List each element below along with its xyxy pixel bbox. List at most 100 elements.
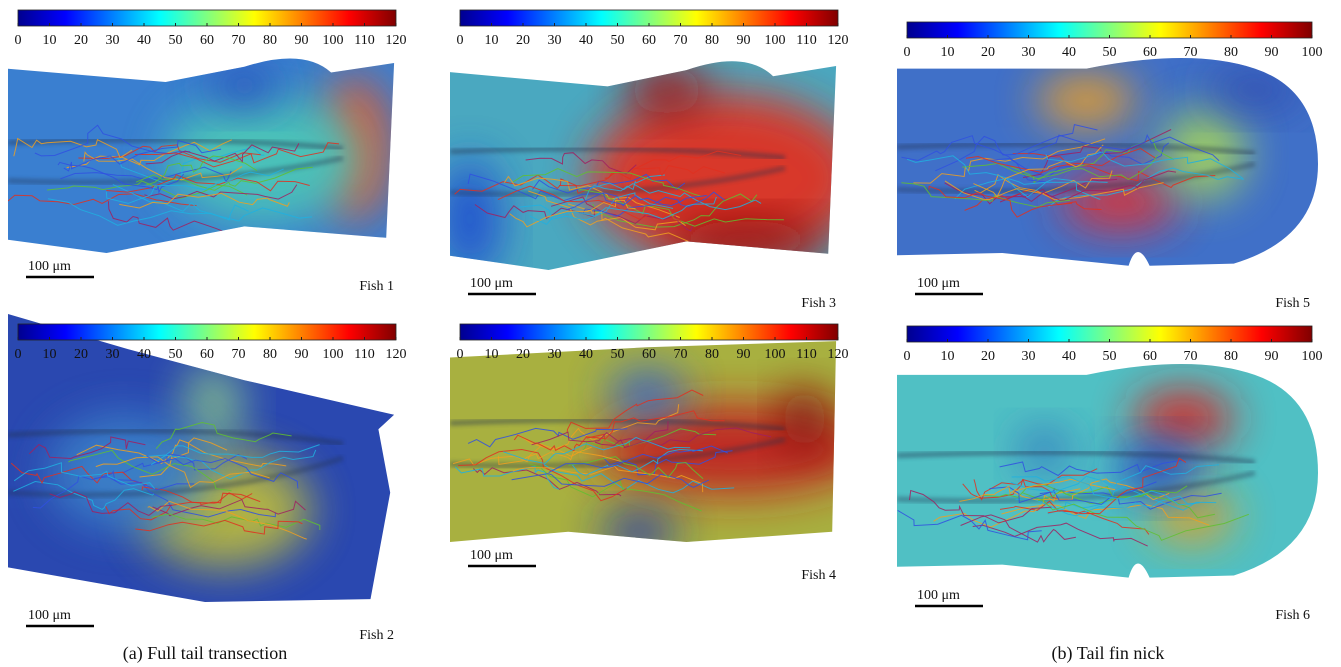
colorbar-tick-label: 100 [765,33,786,48]
colorbar-tick-label: 0 [457,347,464,362]
heat-spot [1036,75,1137,126]
figure: (a) Full tail transection (b) Tail fin n… [0,0,1341,667]
colorbar-tick-label: 100 [1302,349,1323,364]
fish-label: Fish 4 [801,568,836,583]
colorbar-tick-label: 120 [386,347,407,362]
colorbar-tick-label: 70 [1184,45,1198,60]
heat-spot [608,370,687,419]
colorbar-tick-label: 50 [611,33,625,48]
heat-spot [205,63,284,109]
colorbar-tick-label: 40 [137,33,151,48]
colorbar-tick-label: 40 [137,347,151,362]
colorbar-tick-label: 20 [981,349,995,364]
colorbar-tick-label: 120 [828,33,849,48]
colorbar-tick-label: 10 [485,33,499,48]
colorbar-tick-label: 90 [737,33,751,48]
colorbar-tick-label: 60 [642,347,656,362]
colorbar-tick-label: 120 [386,33,407,48]
fish-label: Fish 6 [1275,608,1310,623]
colorbar-tick-label: 90 [295,347,309,362]
colorbar-tick-label: 0 [457,33,464,48]
colorbar-tick-label: 0 [904,349,911,364]
colorbar-tick-label: 10 [43,347,57,362]
colorbar-tick-label: 50 [1103,45,1117,60]
colorbar-tick-label: 20 [74,347,88,362]
heat-spot [181,363,244,449]
colorbar-tick-label: 40 [579,347,593,362]
colorbar-tick-label: 90 [1265,349,1279,364]
heatmap-image [438,46,864,290]
colorbar-tick-label: 110 [354,33,374,48]
colorbar-tick-label: 100 [323,347,344,362]
colorbar-tick-label: 90 [737,347,751,362]
colorbar-tick-label: 70 [674,33,688,48]
colorbar-tick-label: 110 [354,347,374,362]
colorbar-tick-label: 10 [941,45,955,60]
colorbar-tick-label: 50 [1103,349,1117,364]
colorbar-tick-label: 110 [796,33,816,48]
colorbar-tick-label: 10 [485,347,499,362]
heat-spot [600,511,679,552]
panel: 0102030405060708090100100 μmFish 5 [897,22,1323,311]
colorbar-tick-label: 80 [263,33,277,48]
colorbar-tick-label: 30 [1022,349,1036,364]
colorbar-tick-label: 60 [1143,45,1157,60]
scale-bar-label: 100 μm [28,259,71,274]
colorbar-tick-label: 70 [1184,349,1198,364]
colorbar-tick-label: 30 [548,33,562,48]
colorbar-tick-label: 30 [106,33,120,48]
colorbar-tick-label: 100 [323,33,344,48]
colorbar-tick-label: 10 [941,349,955,364]
panel: 0 10 20 30 40 50 60 70 80 90 100 110 120 100 μm Fish 2 [8,294,407,643]
colorbar-tick-label: 70 [232,33,246,48]
colorbar-tick-label: 90 [1265,45,1279,60]
colorbar-tick-label: 70 [232,347,246,362]
colorbar-tick-label: 0 [904,45,911,60]
scale-bar-label: 100 μm [470,548,513,563]
colorbar-tick-label: 80 [1224,45,1238,60]
scale-bar-label: 100 μm [917,276,960,291]
colorbar-tick-label: 60 [642,33,656,48]
caption: (a) Full tail transection [123,643,287,664]
panel: 0102030405060708090100110120100 μmFish 1 [8,10,407,294]
heatmap-image [897,344,1318,602]
colorbar-tick-label: 0 [15,347,22,362]
caption: (b) Tail fin nick [1052,643,1165,664]
heat-spot [1133,390,1234,447]
colorbar-tick-label: 100 [1302,45,1323,60]
colorbar-tick-label: 30 [548,347,562,362]
colorbar-tick-label: 80 [263,347,277,362]
colorbar-tick-label: 30 [106,347,120,362]
heat-spot [627,66,706,115]
colorbar-tick-label: 80 [705,33,719,48]
fish-label: Fish 3 [801,296,836,311]
colorbar-tick-label: 10 [43,33,57,48]
colorbar-tick-label: 120 [828,347,849,362]
colorbar-tick-label: 20 [516,347,530,362]
colorbar-tick-label: 60 [200,33,214,48]
heatmap-image [8,294,402,622]
heatmap-image [8,43,402,273]
colorbar-tick-label: 110 [796,347,816,362]
colorbar-tick-label: 100 [765,347,786,362]
heat-spot [1204,69,1305,111]
colorbar-tick-label: 0 [15,33,22,48]
scale-bar-label: 100 μm [917,588,960,603]
colorbar-tick-label: 50 [611,347,625,362]
fish-label: Fish 5 [1275,296,1310,311]
heat-spot [781,388,828,450]
scale-bar-label: 100 μm [470,276,513,291]
colorbar-tick-label: 40 [1062,349,1076,364]
colorbar-tick-label: 30 [1022,45,1036,60]
fish-label: Fish 1 [359,279,394,294]
colorbar-tick-label: 40 [579,33,593,48]
colorbar-tick-label: 60 [200,347,214,362]
colorbar-tick-label: 60 [1143,349,1157,364]
colorbar-tick-label: 50 [169,347,183,362]
colorbar-tick-label: 80 [705,347,719,362]
scale-bar-label: 100 μm [28,608,71,623]
fish-label: Fish 2 [359,628,394,643]
